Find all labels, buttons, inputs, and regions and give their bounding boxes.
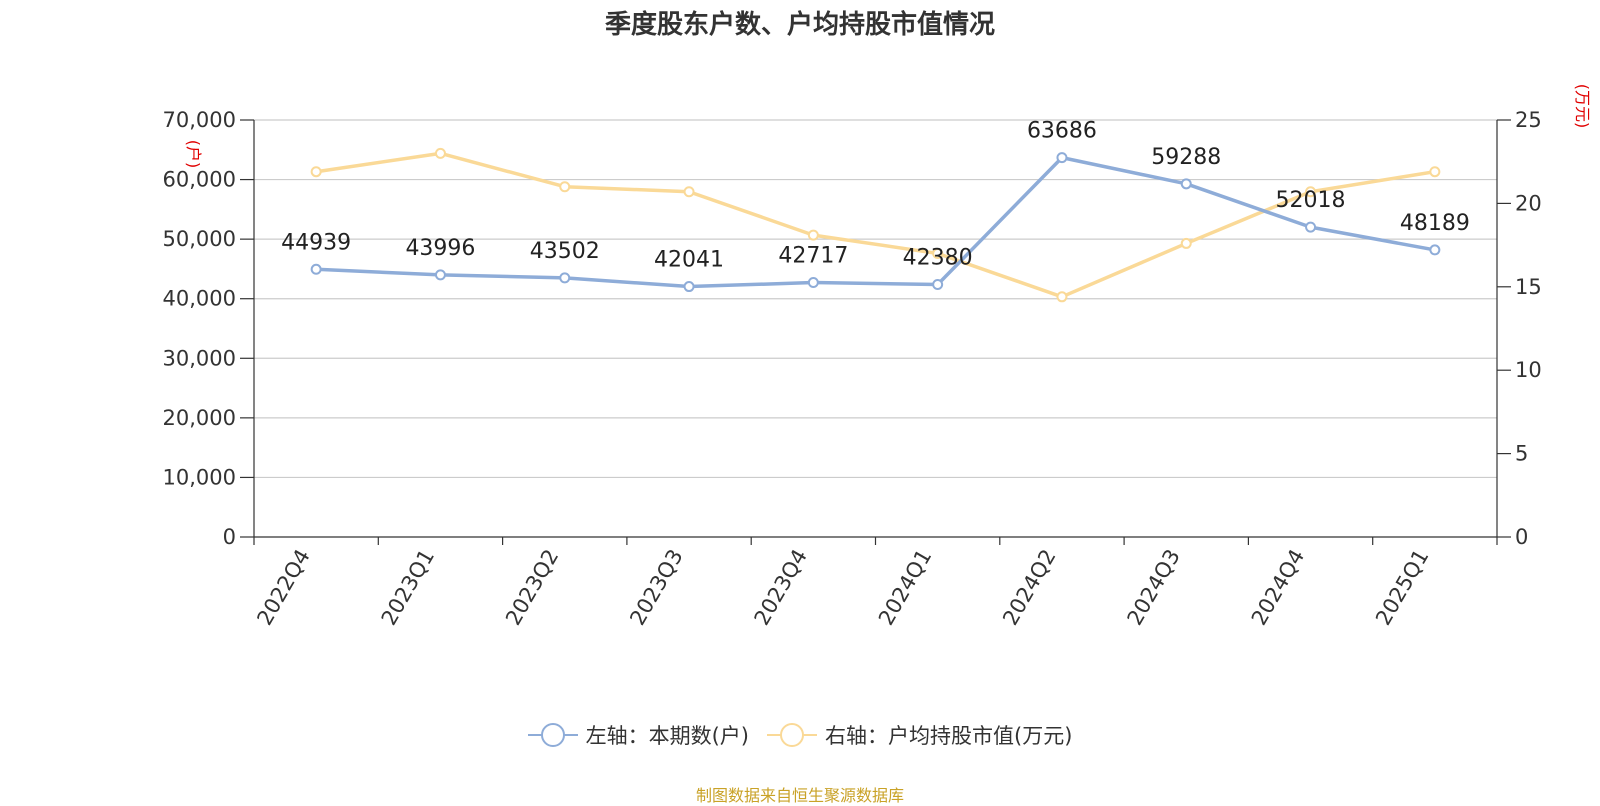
data-point	[559, 272, 571, 284]
data-point	[683, 281, 695, 293]
data-point	[1056, 291, 1068, 303]
data-point	[683, 186, 695, 198]
data-label: 52018	[1276, 188, 1346, 213]
left-tick-label: 30,000	[163, 346, 236, 370]
right-tick-label: 10	[1515, 358, 1542, 382]
data-label: 63686	[1027, 119, 1097, 144]
data-point	[932, 247, 944, 259]
left-tick-label: 0	[223, 525, 236, 549]
data-label: 43996	[405, 236, 475, 261]
data-point	[1180, 178, 1192, 190]
data-point	[1056, 152, 1068, 164]
data-point	[807, 277, 819, 289]
legend-item-households[interactable]: 左轴：本期数(户)	[527, 720, 749, 750]
left-axis-unit: (户)	[184, 140, 203, 169]
x-tick-label: 2022Q4	[252, 545, 314, 629]
data-point	[807, 229, 819, 241]
data-point	[310, 166, 322, 178]
data-point	[1305, 186, 1317, 198]
data-label: 42380	[903, 246, 973, 271]
data-point	[310, 263, 322, 275]
left-tick-label: 60,000	[163, 168, 236, 192]
right-tick-label: 15	[1515, 275, 1542, 299]
data-label: 42041	[654, 248, 724, 273]
data-point	[1429, 244, 1441, 256]
data-label: 42717	[778, 244, 848, 269]
x-tick-label: 2025Q1	[1371, 545, 1433, 629]
data-point	[932, 279, 944, 291]
legend-label-households: 左轴：本期数(户)	[585, 724, 749, 748]
right-tick-label: 0	[1515, 525, 1528, 549]
x-tick-label: 2024Q1	[874, 545, 936, 629]
series-line	[316, 155, 1436, 289]
legend-line-circle-icon	[527, 723, 578, 747]
chart-title: 季度股东户数、户均持股市值情况	[604, 10, 995, 40]
data-point	[434, 147, 446, 159]
data-label: 48189	[1400, 211, 1470, 236]
legend-line-circle-icon	[767, 723, 817, 747]
x-tick-label: 2024Q2	[998, 545, 1060, 629]
data-label: 44939	[281, 230, 351, 255]
left-tick-label: 70,000	[163, 108, 236, 132]
right-tick-label: 20	[1515, 191, 1542, 215]
legend-item-avg-value[interactable]: 右轴：户均持股市值(万元)	[767, 720, 1072, 750]
source-note: 制图数据来自恒生聚源数据库	[695, 786, 904, 805]
left-tick-label: 40,000	[163, 287, 236, 311]
data-point	[559, 181, 571, 193]
legend: 左轴：本期数(户) 右轴：户均持股市值(万元)	[0, 720, 1600, 750]
x-tick-label: 2023Q3	[625, 545, 687, 629]
data-point	[1305, 221, 1317, 233]
legend-label-avg-value: 右轴：户均持股市值(万元)	[825, 724, 1073, 748]
x-tick-label: 2023Q4	[750, 545, 812, 629]
x-tick-label: 2023Q1	[377, 545, 439, 629]
data-label: 59288	[1151, 145, 1221, 170]
x-tick-label: 2024Q3	[1122, 545, 1184, 629]
left-tick-label: 10,000	[163, 465, 236, 489]
left-tick-label: 50,000	[163, 227, 236, 251]
series-line	[315, 151, 1436, 299]
left-tick-label: 20,000	[163, 406, 236, 430]
data-point	[1429, 166, 1441, 178]
data-label: 43502	[530, 239, 600, 264]
right-tick-label: 25	[1515, 108, 1542, 132]
x-tick-label: 2024Q4	[1247, 545, 1309, 629]
data-point	[434, 269, 446, 281]
data-point	[1180, 237, 1192, 249]
right-tick-label: 5	[1515, 442, 1528, 466]
right-axis-unit: (万元)	[1573, 84, 1592, 129]
x-tick-label: 2023Q2	[501, 545, 563, 629]
